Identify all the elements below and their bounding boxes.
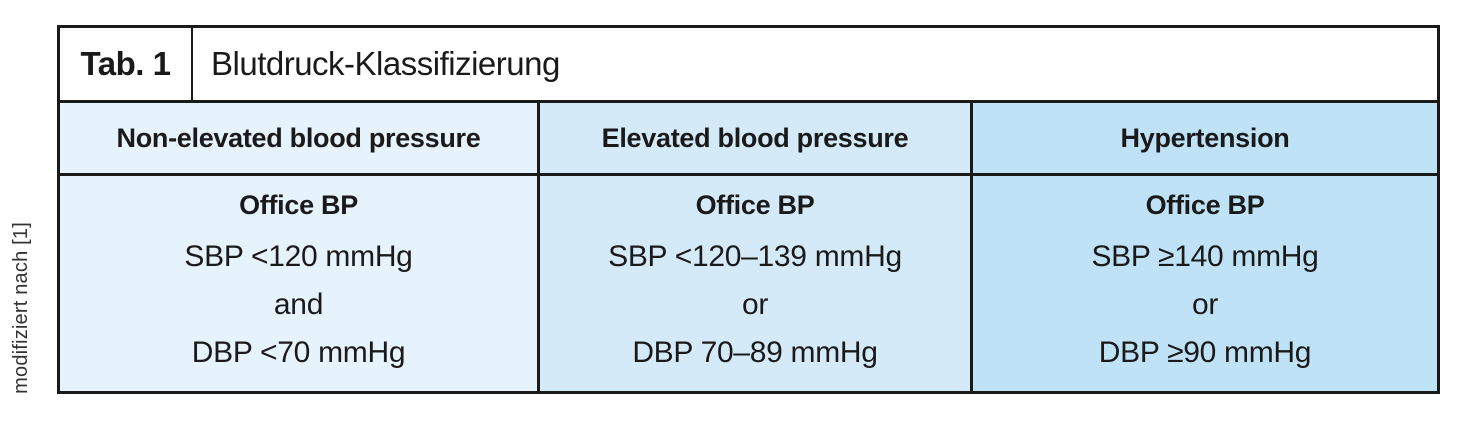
body-cell-non-elevated: Office BP SBP <120 mmHg and DBP <70 mmHg (60, 176, 537, 391)
table-title: Blutdruck-Klassifizierung (211, 45, 560, 82)
source-note-vertical: modifiziert nach [1] (10, 222, 32, 394)
table-body-row: Office BP SBP <120 mmHg and DBP <70 mmHg… (60, 176, 1437, 391)
logical-operator: and (273, 288, 324, 321)
sbp-criterion: SBP ≥140 mmHg (1091, 240, 1319, 273)
header-cell-non-elevated: Non-elevated blood pressure (60, 103, 537, 173)
office-bp-label: Office BP (239, 190, 358, 220)
header-cell-elevated: Elevated blood pressure (537, 103, 970, 173)
dbp-criterion: DBP ≥90 mmHg (1098, 336, 1312, 369)
body-cell-elevated: Office BP SBP <120–139 mmHg or DBP 70–89… (537, 176, 970, 391)
table-number-label: Tab. 1 (60, 28, 193, 100)
dbp-criterion: DBP 70–89 mmHg (632, 336, 878, 369)
table-title-row: Tab. 1 Blutdruck-Klassifizierung (60, 28, 1437, 103)
logical-operator: or (1191, 288, 1219, 321)
sbp-criterion: SBP <120–139 mmHg (608, 240, 902, 273)
sbp-criterion: SBP <120 mmHg (184, 240, 413, 273)
blood-pressure-table: Tab. 1 Blutdruck-Klassifizierung Non-ele… (57, 25, 1440, 394)
office-bp-label: Office BP (695, 190, 815, 220)
table-header-row: Non-elevated blood pressure Elevated blo… (60, 103, 1437, 176)
header-cell-hypertension: Hypertension (970, 103, 1437, 173)
office-bp-label: Office BP (1145, 190, 1265, 220)
body-cell-hypertension: Office BP SBP ≥140 mmHg or DBP ≥90 mmHg (970, 176, 1437, 391)
dbp-criterion: DBP <70 mmHg (191, 336, 406, 369)
logical-operator: or (741, 288, 769, 321)
